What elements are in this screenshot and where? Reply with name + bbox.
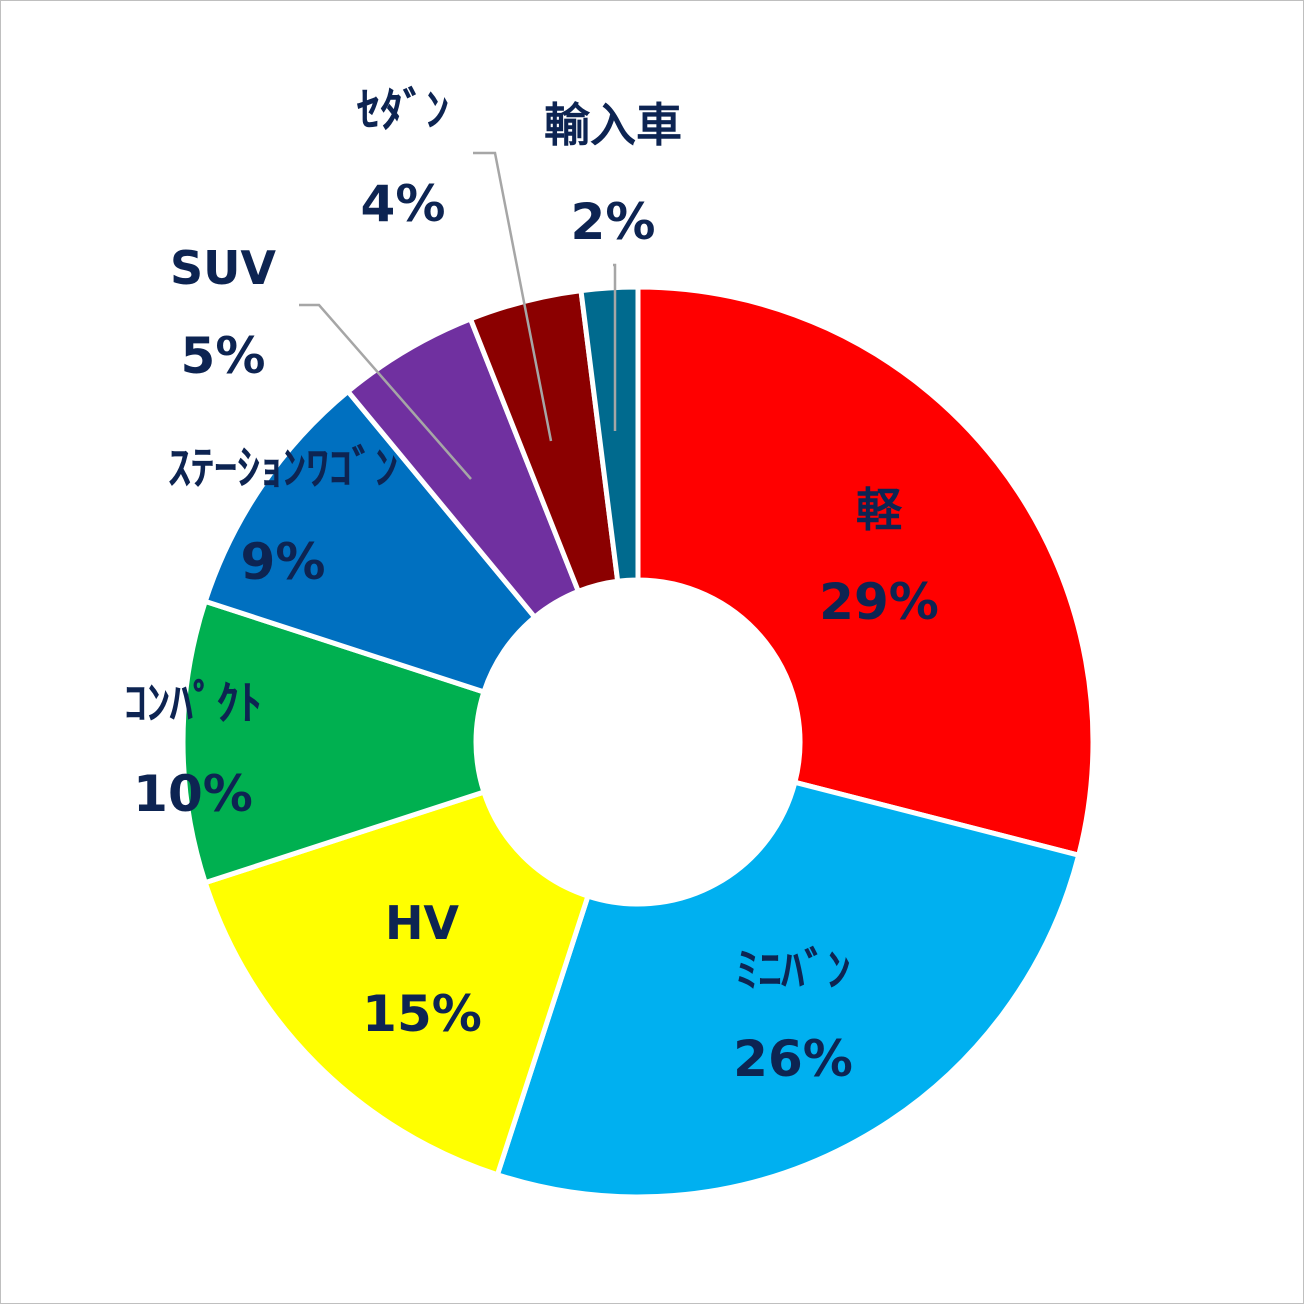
slice-percent-label-1: 29% — [819, 573, 939, 631]
slice-name-label-7: ｾﾀﾞﾝ — [357, 83, 449, 137]
slice-name-label-6: SUV — [170, 241, 276, 295]
slice-percent-label-3: 15% — [362, 985, 482, 1043]
leader-line-6 — [299, 303, 472, 480]
labels-group: 軽 29% ﾐﾆﾊﾞﾝ 26% HV 15% ｺﾝﾊﾟｸﾄ 10% ｽﾃｰｼｮﾝﾜｺﾞﾝ 9% SU… — [124, 83, 939, 1088]
slice-name-label-5: ｽﾃｰｼｮﾝﾜｺﾞﾝ — [168, 441, 398, 495]
slice-2 — [494, 779, 1082, 1200]
slice-name-label-2: ﾐﾆﾊﾞﾝ — [736, 943, 851, 997]
slice-percent-label-7: 4% — [361, 175, 446, 233]
slice-3 — [202, 789, 591, 1178]
slice-name-label-8: 輸入車 — [544, 98, 682, 152]
slice-percent-label-4: 10% — [133, 765, 253, 823]
leader-line-8 — [613, 263, 617, 431]
slice-percent-label-2: 26% — [733, 1030, 853, 1088]
slice-name-label-3: HV — [385, 896, 459, 950]
leader-lines-group — [299, 151, 617, 480]
slice-5 — [202, 388, 538, 695]
slice-1 — [635, 284, 1096, 858]
slice-percent-label-6: 5% — [181, 327, 266, 385]
slice-8 — [578, 284, 641, 584]
slice-percent-label-5: 9% — [241, 533, 326, 591]
leader-line-7 — [473, 151, 553, 442]
slice-name-label-4: ｺﾝﾊﾟｸﾄ — [124, 676, 262, 730]
slice-4 — [180, 598, 487, 886]
slice-percent-label-8: 2% — [571, 193, 656, 251]
slice-name-label-1: 軽 — [856, 483, 903, 537]
slices-group — [180, 284, 1096, 1200]
